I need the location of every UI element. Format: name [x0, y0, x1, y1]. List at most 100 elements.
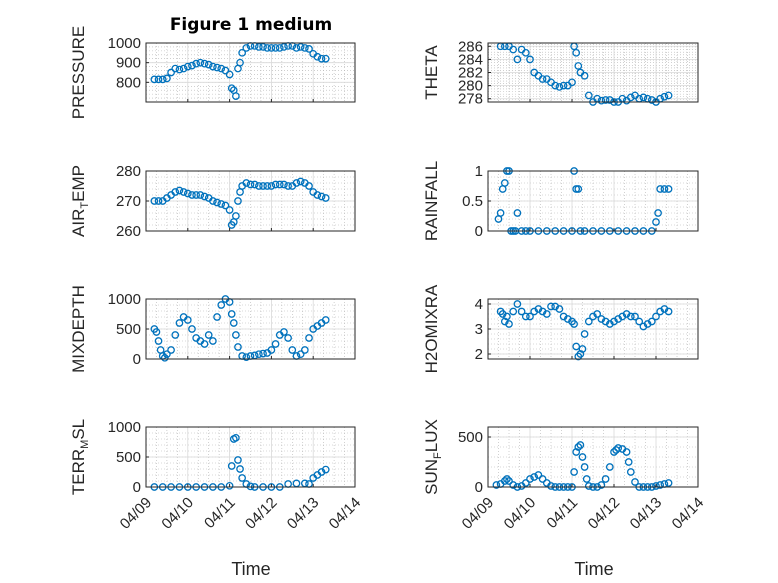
data-point	[559, 81, 568, 90]
data-point	[631, 312, 639, 321]
data-point	[313, 191, 322, 199]
data-point	[570, 320, 578, 328]
data-point	[227, 310, 236, 318]
data-point	[605, 96, 614, 104]
data-point	[624, 458, 633, 466]
data-point	[582, 475, 591, 483]
y-tick-label: 3	[475, 321, 483, 338]
data-point	[296, 177, 305, 186]
y-tick-label: 500	[116, 321, 141, 338]
data-point	[175, 65, 184, 74]
data-point	[313, 52, 322, 61]
data-point	[154, 197, 163, 205]
data-point	[204, 60, 213, 69]
data-point	[626, 468, 635, 476]
y-axis-label: RAINFALL	[422, 161, 441, 241]
data-point	[259, 182, 267, 190]
data-point	[526, 312, 534, 321]
data-point	[242, 44, 251, 52]
data-point	[288, 346, 297, 354]
data-point	[263, 182, 272, 190]
x-tick-label: 04/09	[117, 494, 156, 533]
data-point	[280, 328, 288, 336]
data-point	[271, 340, 280, 348]
data-point	[664, 479, 673, 487]
data-point	[171, 188, 180, 196]
data-point	[280, 180, 288, 189]
data-point	[547, 482, 555, 490]
axes-box	[145, 42, 356, 103]
y-axis-label: TERRMSL	[69, 419, 91, 495]
data-point	[179, 188, 188, 196]
data-point	[236, 58, 244, 67]
data-point	[664, 185, 673, 193]
data-point	[509, 45, 518, 54]
data-point	[280, 43, 288, 51]
data-point	[551, 81, 560, 90]
data-point	[209, 62, 217, 71]
data-point	[521, 48, 530, 57]
data-point	[213, 63, 221, 72]
data-point	[225, 206, 234, 214]
y-tick-label: 800	[116, 74, 141, 91]
data-point	[259, 349, 267, 358]
data-point	[538, 475, 547, 483]
data-point	[227, 84, 236, 93]
y-tick-label: 4	[475, 296, 483, 313]
y-tick-label: 1	[475, 163, 483, 180]
data-point	[188, 191, 196, 199]
data-point	[192, 59, 201, 68]
data-point	[580, 71, 589, 80]
data-point	[179, 64, 188, 73]
y-tick-label: 500	[116, 449, 141, 466]
data-point	[263, 44, 272, 52]
data-point	[284, 334, 292, 342]
x-tick-label: 04/13	[627, 494, 666, 533]
data-point	[321, 465, 330, 474]
y-tick-label: 900	[116, 55, 141, 72]
y-axis-label: MIXDEPTH	[69, 285, 88, 373]
data-point	[656, 185, 665, 193]
data-point	[171, 331, 180, 339]
data-point	[246, 482, 255, 491]
data-point	[574, 62, 583, 70]
data-point	[229, 319, 238, 327]
data-point	[246, 180, 255, 189]
data-point	[183, 189, 192, 198]
data-point	[580, 330, 589, 338]
data-point	[250, 180, 259, 189]
data-point	[513, 55, 522, 64]
y-tick-label: 0.5	[462, 193, 483, 210]
y-tick-label: 500	[458, 429, 483, 446]
data-point	[225, 481, 234, 490]
y-tick-label: 270	[116, 193, 141, 210]
y-tick-label: 0	[475, 479, 483, 496]
y-tick-label: 0	[133, 479, 141, 496]
data-point	[555, 83, 564, 91]
y-tick-label: 2	[475, 346, 483, 363]
data-point	[526, 475, 534, 483]
data-point	[317, 468, 326, 476]
data-point	[652, 312, 660, 321]
data-point	[580, 463, 589, 471]
x-axis-label-right: Time	[574, 559, 613, 579]
data-point	[221, 66, 230, 75]
data-point	[660, 92, 669, 101]
data-point	[267, 346, 276, 354]
data-point	[171, 64, 180, 73]
data-point	[234, 343, 242, 351]
data-point	[647, 96, 656, 104]
data-point	[217, 200, 226, 208]
data-point	[213, 313, 221, 321]
data-point	[601, 475, 610, 483]
data-point	[626, 312, 635, 321]
data-point	[150, 75, 159, 84]
data-point	[513, 300, 522, 308]
data-point	[572, 48, 581, 57]
data-point	[664, 307, 673, 316]
figure-title: Figure 1 medium	[170, 15, 332, 35]
data-point	[505, 320, 513, 328]
data-point	[631, 478, 639, 486]
y-axis-label: PRESSURE	[69, 26, 88, 120]
y-tick-label: 1000	[108, 419, 141, 436]
